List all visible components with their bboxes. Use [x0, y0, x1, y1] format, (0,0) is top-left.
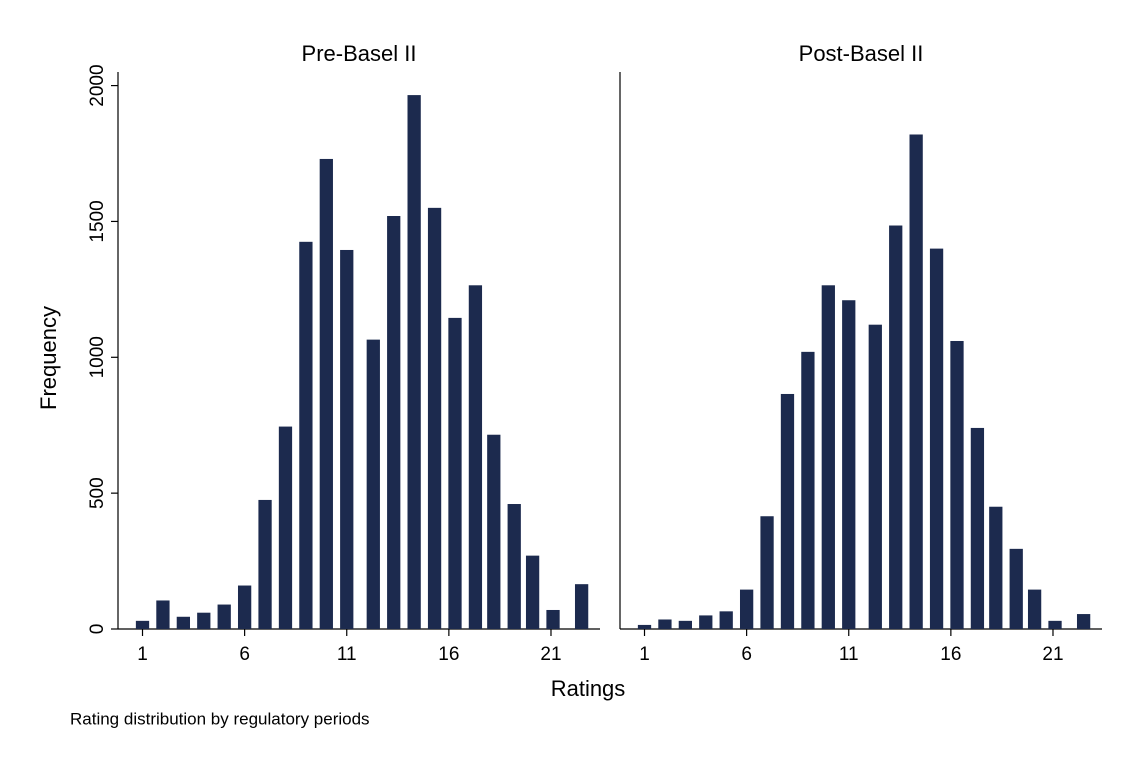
bar	[525, 555, 540, 629]
bar	[340, 249, 354, 629]
y-axis-label: Frequency	[36, 306, 61, 410]
bar	[237, 585, 252, 629]
bar	[387, 216, 401, 629]
bar	[366, 339, 380, 629]
bar	[407, 95, 421, 630]
bar	[1027, 589, 1042, 629]
y-tick-label: 1000	[87, 336, 108, 378]
panel-title: Pre-Basel II	[302, 41, 417, 66]
x-tick-label: 11	[839, 644, 859, 665]
x-tick-label: 1	[137, 644, 148, 665]
bar	[1076, 614, 1091, 629]
y-tick-label: 0	[87, 624, 108, 635]
bar	[574, 584, 589, 629]
bar	[699, 615, 713, 629]
bar	[487, 434, 501, 629]
bar	[719, 611, 733, 629]
y-tick-label: 1500	[87, 200, 108, 242]
x-tick-label: 21	[1042, 644, 1063, 665]
note: Rating distribution by regulatory period…	[70, 709, 370, 728]
x-tick-label: 1	[639, 644, 650, 665]
bar	[546, 609, 560, 629]
bar	[1009, 548, 1023, 629]
bar	[678, 620, 692, 629]
x-axis-label: Ratings	[551, 676, 626, 701]
bar	[842, 300, 856, 629]
bar	[156, 600, 170, 629]
x-tick-label: 16	[438, 644, 459, 665]
bar	[821, 285, 835, 629]
x-tick-label: 21	[540, 644, 561, 665]
bar	[989, 506, 1003, 629]
bar	[970, 427, 985, 629]
y-tick-label: 2000	[87, 64, 108, 106]
bar	[176, 616, 190, 629]
bar	[889, 225, 903, 629]
bar	[319, 158, 333, 629]
bar	[197, 612, 211, 629]
bar	[950, 340, 964, 629]
x-tick-label: 6	[741, 644, 752, 665]
x-tick-label: 11	[337, 644, 357, 665]
bar	[909, 134, 923, 629]
bar	[135, 620, 150, 629]
bar	[278, 426, 293, 629]
bar	[448, 317, 462, 629]
bar	[929, 248, 944, 630]
y-tick-label: 500	[87, 477, 108, 509]
x-tick-label: 6	[239, 644, 250, 665]
bar	[760, 516, 774, 629]
bar	[507, 504, 521, 629]
bar	[1048, 620, 1062, 629]
bar	[739, 589, 754, 629]
bar	[427, 207, 442, 630]
bar	[658, 619, 672, 629]
bar	[780, 393, 795, 629]
bar	[801, 351, 815, 629]
panel-title: Post-Basel II	[799, 41, 924, 66]
bar	[637, 624, 652, 629]
bar	[217, 604, 231, 629]
bar	[299, 241, 313, 629]
x-tick-label: 16	[940, 644, 961, 665]
bar	[868, 324, 882, 629]
bar	[468, 285, 483, 629]
bar	[258, 499, 272, 629]
